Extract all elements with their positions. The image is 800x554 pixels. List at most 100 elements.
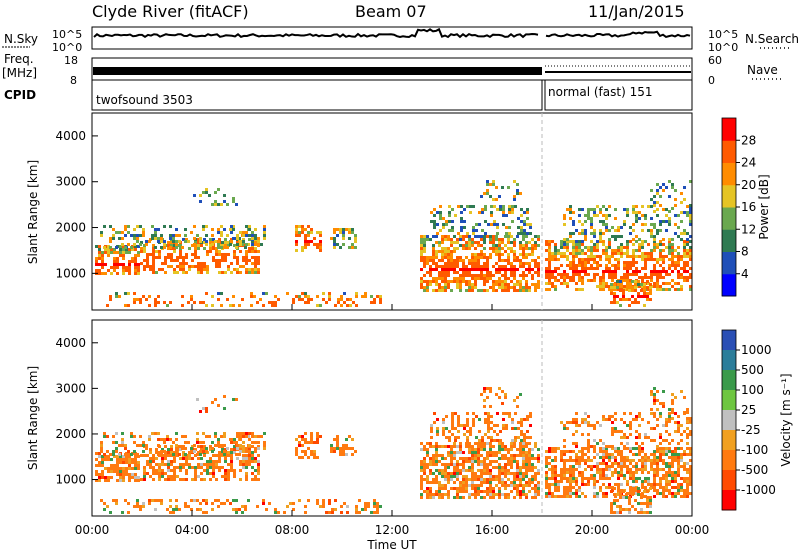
data-cell bbox=[236, 234, 239, 237]
data-cell bbox=[520, 439, 523, 442]
colorbar-swatch bbox=[722, 330, 736, 351]
data-cell bbox=[629, 285, 632, 288]
data-cell bbox=[95, 269, 98, 272]
data-cell bbox=[551, 495, 554, 498]
data-cell bbox=[471, 484, 474, 487]
data-cell bbox=[301, 231, 304, 234]
data-cell bbox=[575, 418, 578, 421]
data-cell bbox=[211, 203, 214, 206]
data-cell bbox=[525, 484, 528, 487]
data-cell bbox=[459, 448, 462, 451]
data-cell bbox=[689, 276, 692, 279]
data-cell bbox=[581, 477, 584, 480]
data-cell bbox=[653, 270, 656, 273]
data-cell bbox=[644, 480, 647, 483]
data-cell bbox=[474, 262, 477, 265]
data-cell bbox=[209, 241, 212, 244]
data-cell bbox=[450, 445, 453, 448]
data-cell bbox=[194, 475, 197, 478]
data-cell bbox=[462, 244, 465, 247]
data-cell bbox=[522, 463, 525, 466]
data-cell bbox=[212, 247, 215, 250]
data-cell bbox=[548, 276, 551, 279]
data-cell bbox=[450, 457, 453, 460]
data-cell bbox=[496, 424, 499, 427]
data-cell bbox=[354, 234, 357, 237]
data-cell bbox=[545, 288, 548, 291]
data-cell bbox=[250, 295, 253, 298]
data-cell bbox=[665, 447, 668, 450]
data-cell bbox=[251, 441, 254, 444]
data-cell bbox=[554, 480, 557, 483]
data-cell bbox=[122, 254, 125, 257]
data-cell bbox=[441, 475, 444, 478]
data-cell bbox=[199, 508, 202, 511]
data-cell bbox=[441, 253, 444, 256]
data-cell bbox=[474, 478, 477, 481]
data-cell bbox=[128, 461, 131, 464]
data-cell bbox=[626, 468, 629, 471]
data-cell bbox=[486, 268, 489, 271]
data-cell bbox=[268, 502, 271, 505]
data-cell bbox=[453, 442, 456, 445]
data-cell bbox=[496, 226, 499, 229]
data-cell bbox=[376, 508, 379, 511]
data-cell bbox=[635, 418, 638, 421]
data-cell bbox=[232, 508, 235, 511]
data-cell bbox=[310, 435, 313, 438]
data-cell bbox=[265, 508, 268, 511]
data-cell bbox=[605, 282, 608, 285]
data-cell bbox=[438, 469, 441, 472]
data-cell bbox=[101, 257, 104, 260]
data-cell bbox=[109, 453, 112, 456]
data-cell bbox=[426, 448, 429, 451]
data-cell bbox=[686, 276, 689, 279]
data-cell bbox=[637, 292, 640, 295]
data-cell bbox=[516, 487, 519, 490]
data-cell bbox=[157, 438, 160, 441]
data-cell bbox=[525, 244, 528, 247]
data-cell bbox=[346, 304, 349, 307]
data-cell bbox=[519, 262, 522, 265]
data-cell bbox=[632, 418, 635, 421]
data-cell bbox=[465, 268, 468, 271]
data-cell bbox=[137, 266, 140, 269]
data-cell bbox=[292, 502, 295, 505]
data-cell bbox=[263, 432, 266, 435]
data-cell bbox=[133, 301, 136, 304]
data-cell bbox=[480, 454, 483, 457]
data-cell bbox=[483, 283, 486, 286]
data-cell bbox=[438, 274, 441, 277]
data-cell bbox=[342, 234, 345, 237]
data-cell bbox=[191, 445, 194, 448]
data-cell bbox=[438, 265, 441, 268]
data-cell bbox=[501, 478, 504, 481]
data-cell bbox=[163, 243, 166, 246]
data-cell bbox=[220, 292, 223, 295]
data-cell bbox=[495, 478, 498, 481]
data-cell bbox=[629, 459, 632, 462]
data-cell bbox=[563, 243, 566, 246]
data-cell bbox=[502, 412, 505, 415]
data-cell bbox=[599, 276, 602, 279]
data-cell bbox=[641, 459, 644, 462]
data-cell bbox=[423, 235, 426, 238]
data-cell bbox=[572, 459, 575, 462]
data-cell bbox=[462, 463, 465, 466]
data-cell bbox=[575, 282, 578, 285]
data-cell bbox=[154, 301, 157, 304]
data-cell bbox=[149, 466, 152, 469]
data-cell bbox=[634, 487, 637, 490]
data-cell bbox=[257, 463, 260, 466]
data-cell bbox=[643, 511, 646, 514]
data-cell bbox=[602, 288, 605, 291]
data-cell bbox=[152, 466, 155, 469]
data-cell bbox=[459, 235, 462, 238]
data-cell bbox=[426, 256, 429, 259]
data-cell bbox=[101, 455, 104, 458]
data-cell bbox=[575, 483, 578, 486]
data-cell bbox=[686, 232, 689, 235]
data-cell bbox=[492, 289, 495, 292]
data-cell bbox=[248, 460, 251, 463]
data-cell bbox=[483, 457, 486, 460]
